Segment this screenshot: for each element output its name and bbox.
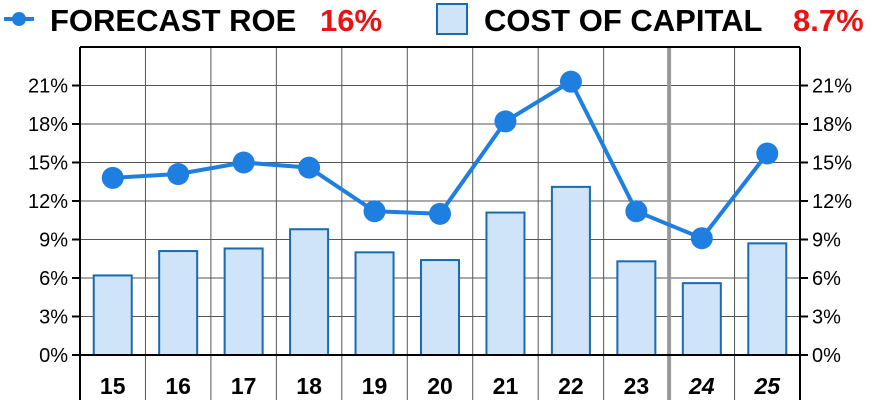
- roe-point-15: [101, 166, 124, 189]
- y-tick-label-right: 3%: [812, 307, 841, 329]
- x-tick-label-24: 24: [688, 373, 715, 399]
- legend-roe-value: 16%: [320, 3, 382, 38]
- capital-bar-25: [747, 242, 788, 357]
- capital-bar-16: [158, 250, 199, 356]
- y-axis-left: 0% 3% 6% 9% 12% 15% 18% 21%: [28, 76, 80, 367]
- legend: FORECAST ROE 16% COST OF CAPITAL 8.7%: [4, 3, 864, 38]
- legend-roe-marker-icon: [12, 12, 26, 26]
- x-tick-label-18: 18: [296, 373, 322, 399]
- x-tick-label-23: 23: [624, 373, 650, 399]
- roe-point-16: [167, 163, 190, 186]
- x-tick-label-21: 21: [493, 373, 519, 399]
- legend-capital-label: COST OF CAPITAL: [484, 3, 762, 38]
- roe-point-18: [298, 156, 321, 179]
- y-tick-label-left: 12%: [28, 191, 68, 213]
- capital-bar-23: [616, 260, 657, 357]
- y-tick-label-right: 6%: [812, 268, 841, 290]
- x-axis: 15 16 17 18 19 20 21 22 23 24 25: [100, 373, 781, 399]
- y-tick-label-left: 6%: [39, 268, 68, 290]
- roe-point-24: [690, 227, 713, 250]
- roe-point-21: [494, 110, 517, 133]
- capital-bar-18: [289, 228, 330, 357]
- y-tick-label-right: 18%: [812, 114, 852, 136]
- y-tick-label-left: 0%: [39, 345, 68, 367]
- y-tick-label-left: 18%: [28, 114, 68, 136]
- y-axis-right: 0% 3% 6% 9% 12% 15% 18% 21%: [800, 76, 852, 367]
- capital-bar-19: [354, 251, 395, 356]
- roe-point-17: [232, 151, 255, 174]
- y-tick-label-left: 15%: [28, 153, 68, 175]
- plot-frame: [79, 46, 801, 400]
- capital-bar-21: [485, 211, 526, 356]
- x-tick-label-16: 16: [165, 373, 191, 399]
- roe-point-20: [429, 202, 451, 225]
- x-tick-label-22: 22: [558, 373, 584, 399]
- x-tick-label-15: 15: [100, 373, 126, 399]
- y-tick-label-right: 12%: [812, 191, 852, 213]
- y-tick-label-left: 9%: [39, 230, 68, 252]
- capital-bar-22: [550, 185, 591, 356]
- capital-bar-24: [681, 282, 722, 356]
- x-tick-label-17: 17: [231, 373, 257, 399]
- roe-line: [101, 70, 779, 250]
- roe-point-25: [756, 142, 779, 165]
- y-tick-label-right: 9%: [812, 230, 841, 252]
- bars: [92, 185, 788, 357]
- capital-bar-15: [92, 274, 133, 356]
- roe-point-19: [363, 200, 386, 223]
- y-tick-label-right: 15%: [812, 153, 852, 175]
- roe-point-22: [559, 70, 582, 93]
- y-tick-label-left: 3%: [39, 307, 68, 329]
- capital-bar-20: [420, 259, 460, 356]
- y-tick-label-right: 21%: [812, 76, 852, 98]
- legend-capital-swatch-icon: [436, 3, 468, 35]
- capital-bar-17: [223, 247, 264, 357]
- y-tick-label-right: 0%: [812, 345, 841, 367]
- x-tick-label-19: 19: [362, 373, 388, 399]
- legend-capital-value: 8.7%: [793, 3, 864, 38]
- roe-point-23: [625, 200, 648, 223]
- legend-roe-label: FORECAST ROE: [50, 3, 296, 38]
- y-tick-label-left: 21%: [28, 76, 68, 98]
- x-tick-label-25: 25: [753, 373, 781, 399]
- x-tick-label-20: 20: [427, 373, 453, 399]
